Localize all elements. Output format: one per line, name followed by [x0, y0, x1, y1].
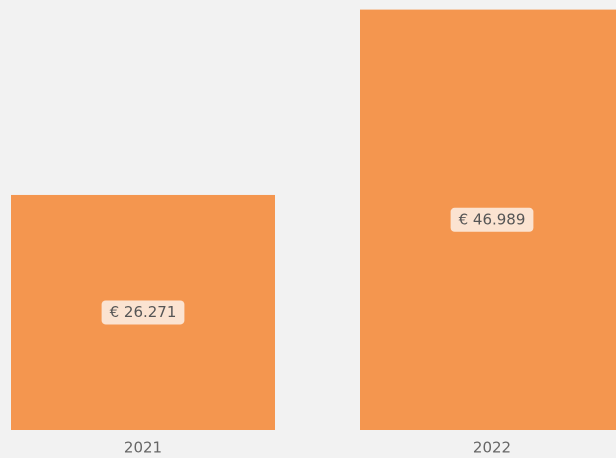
- data-label-background: [450, 207, 534, 232]
- data-label: € 26.271: [110, 303, 177, 321]
- data-label-background: [101, 300, 185, 325]
- x-tick-label: 2022: [473, 439, 511, 457]
- data-label: € 46.989: [459, 210, 526, 228]
- x-tick-label: 2021: [124, 439, 162, 457]
